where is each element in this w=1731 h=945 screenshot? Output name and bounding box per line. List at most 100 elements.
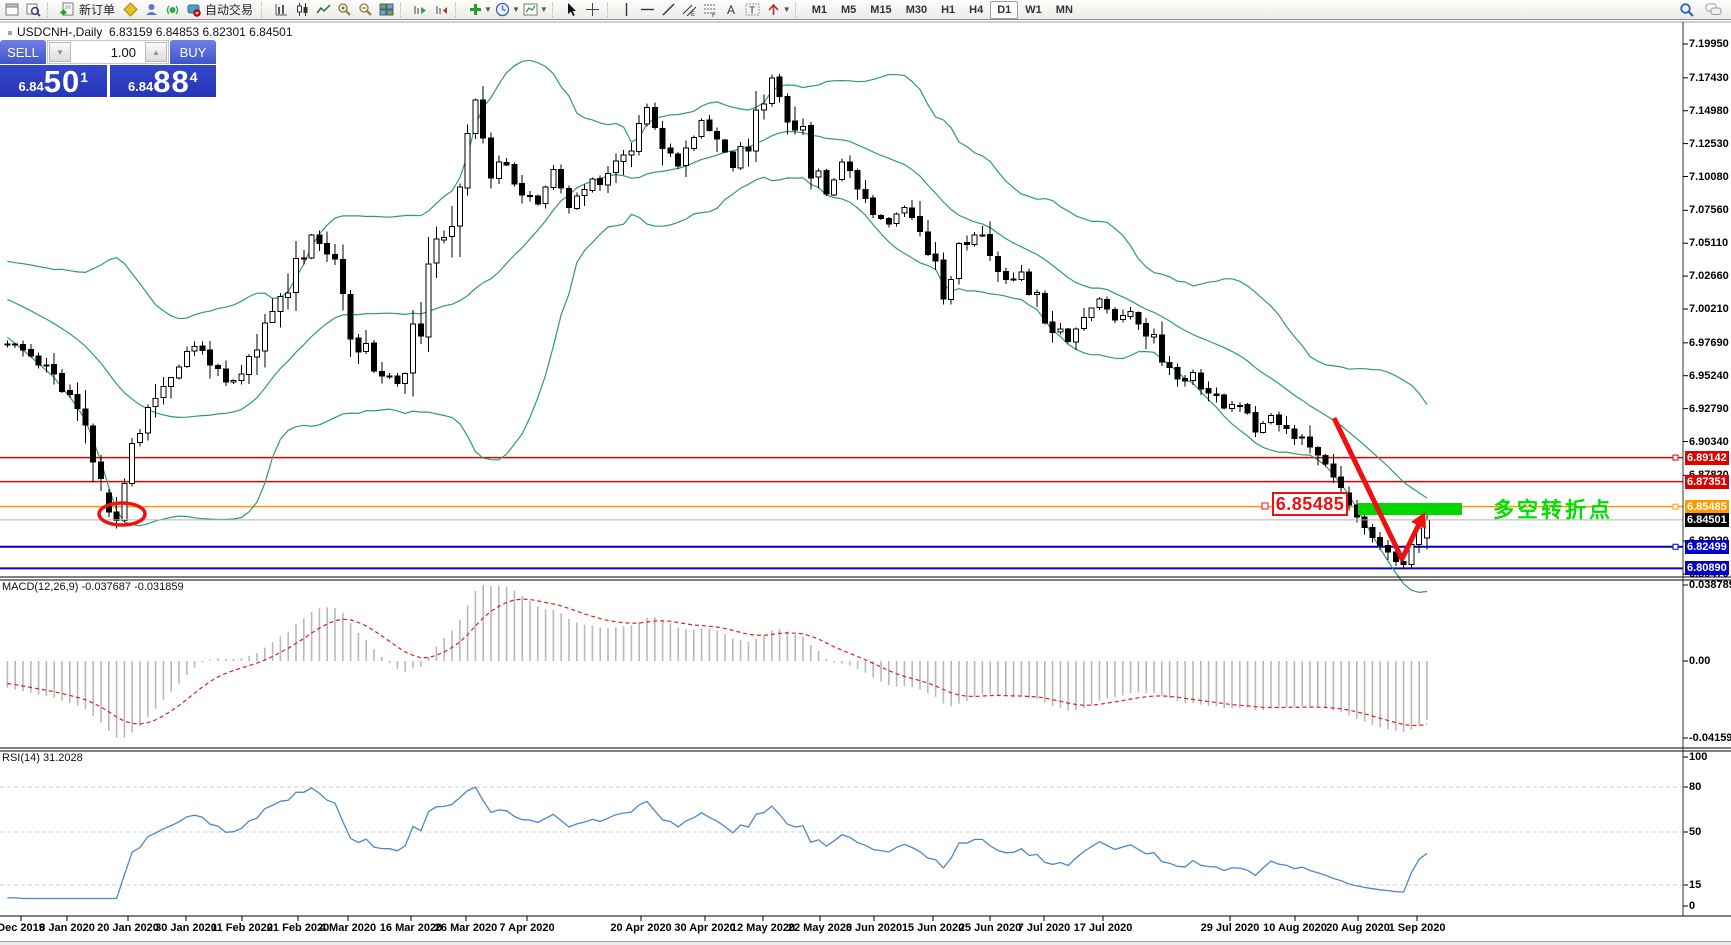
crosshair-icon[interactable] (583, 1, 603, 19)
metaeditor-icon[interactable] (120, 1, 140, 19)
timeframe-button-M30[interactable]: M30 (905, 3, 928, 16)
date-axis-label[interactable]: 30 Apr 2020 (674, 922, 736, 934)
sell-button[interactable]: SELL (0, 40, 46, 64)
horizontal-line-icon[interactable] (638, 1, 658, 19)
buy-button[interactable]: BUY (170, 40, 216, 64)
new-order-button[interactable]: 新订单 (79, 3, 116, 17)
timeframe-button-H1[interactable]: H1 (941, 3, 956, 16)
periods-dropdown-caret[interactable]: ▼ (511, 5, 520, 14)
label-anchor-handle[interactable] (1261, 502, 1269, 510)
chat-icon[interactable] (1703, 1, 1723, 19)
timeframe-button-H4[interactable]: H4 (969, 3, 984, 16)
candlestick-chart-icon[interactable] (292, 1, 312, 19)
date-axis-label[interactable]: 26 Mar 2020 (434, 922, 498, 934)
bar-chart-icon[interactable] (271, 1, 291, 19)
timeframe-button-M1[interactable]: M1 (811, 3, 827, 16)
timeframe-button-MN[interactable]: MN (1055, 3, 1073, 16)
zoom-out-icon[interactable] (355, 1, 375, 19)
rsi-line (7, 786, 1428, 900)
date-axis-label[interactable]: 15 Jun 2020 (901, 922, 965, 934)
cursor-icon[interactable] (562, 1, 582, 19)
fibonacci-icon[interactable]: F (701, 1, 721, 19)
zoom-in-icon[interactable] (334, 1, 354, 19)
support-price-label[interactable]: 6.85485 (1272, 492, 1348, 516)
volume-input[interactable]: 1.00 (110, 44, 136, 60)
indicators-dropdown-caret[interactable]: ▼ (484, 5, 492, 14)
vertical-line-icon[interactable] (617, 1, 637, 19)
rsi-axis-tick: 100 (1689, 751, 1708, 763)
volume-decrease-button[interactable]: ▼ (49, 42, 71, 62)
trendline-icon[interactable] (659, 1, 679, 19)
date-axis-label[interactable]: 1 Sep 2020 (1388, 922, 1446, 934)
templates-dropdown-caret[interactable]: ▼ (539, 5, 548, 14)
templates-icon[interactable] (521, 1, 541, 19)
autotrading-button[interactable]: 自动交易 (205, 3, 254, 17)
svg-text:A: A (727, 3, 735, 17)
support-ellipse-annotation[interactable] (97, 501, 147, 527)
timeframe-button-W1[interactable]: W1 (1025, 3, 1042, 16)
rsi-label: RSI(14) 31.2028 (2, 752, 83, 764)
market-watch-icon[interactable] (23, 1, 43, 19)
timeframe-button-D1[interactable]: D1 (990, 0, 1019, 19)
arrows-icon[interactable] (764, 1, 784, 19)
chart-shift-icon[interactable] (431, 1, 451, 19)
date-axis-label[interactable]: 10 Aug 2020 (1263, 922, 1327, 934)
trend-arrow-annotation[interactable] (1331, 416, 1422, 562)
date-axis-label[interactable]: 20 Jan 2020 (97, 922, 159, 934)
date-axis-label[interactable]: 30 Jan 2020 (155, 922, 217, 934)
line-handle[interactable] (1672, 503, 1679, 510)
date-axis-label[interactable]: Dec 2019 (0, 922, 45, 934)
arrows-dropdown-caret[interactable]: ▼ (782, 5, 791, 14)
level-price-badge: 6.89142 (1685, 450, 1729, 465)
sell-price-display[interactable]: 6.84 50 1 (0, 65, 107, 97)
timeframe-button-M15[interactable]: M15 (870, 3, 892, 16)
date-axis-label[interactable]: 25 Jun 2020 (958, 922, 1022, 934)
date-axis-label[interactable]: 12 May 2020 (730, 922, 796, 934)
price-axis-tick: 7.19950 (1689, 38, 1729, 50)
date-axis-label[interactable]: 29 Jul 2020 (1200, 922, 1260, 934)
volume-increase-button[interactable]: ▲ (145, 42, 167, 62)
equidistant-channel-icon[interactable]: E (680, 1, 700, 19)
price-axis-tick: 7.14980 (1689, 104, 1729, 117)
line-handle[interactable] (1672, 454, 1679, 461)
search-icon[interactable] (1677, 1, 1697, 19)
trend-arrow-head (1411, 512, 1426, 529)
auto-scroll-icon[interactable] (410, 1, 430, 19)
support-zone-rect[interactable] (1358, 503, 1462, 515)
line-handle[interactable] (1672, 543, 1679, 550)
line-chart-icon[interactable] (313, 1, 333, 19)
date-axis-label[interactable]: 7 Apr 2020 (499, 922, 555, 934)
date-axis-label[interactable]: 20 Apr 2020 (610, 922, 672, 934)
periods-icon[interactable] (493, 1, 513, 19)
text-icon[interactable]: A (722, 1, 742, 19)
date-axis-label[interactable]: 16 Mar 2020 (379, 922, 443, 934)
autotrading-icon[interactable] (183, 1, 203, 19)
date-axis-label[interactable]: 3 Jun 2020 (845, 922, 903, 934)
tile-windows-icon[interactable] (376, 1, 396, 19)
date-axis-label[interactable]: 7 Jul 2020 (1017, 922, 1071, 934)
text-label-icon[interactable]: T (743, 1, 763, 19)
toolbar-separator (551, 2, 558, 17)
date-axis-label[interactable]: 8 Jan 2020 (39, 922, 95, 934)
date-axis-label[interactable]: 11 Feb 2020 (211, 922, 273, 934)
date-axis-label[interactable]: 17 Jul 2020 (1073, 922, 1133, 934)
price-axis-tick: 7.05110 (1689, 237, 1729, 250)
new-chart-icon[interactable] (2, 1, 22, 19)
indicators-icon[interactable] (465, 1, 485, 19)
timeframe-button-M5[interactable]: M5 (841, 3, 857, 16)
date-axis-label[interactable]: 4 Mar 2020 (319, 922, 377, 934)
date-axis-label[interactable]: 22 May 2020 (787, 922, 853, 934)
buy-price-display[interactable]: 6.84 88 4 (109, 65, 216, 97)
toolbar-separator (455, 2, 461, 17)
signals-icon[interactable] (162, 1, 182, 19)
toolbar-separator (261, 2, 267, 17)
current-price-badge: 6.84501 (1685, 512, 1729, 527)
new-order-icon[interactable] (57, 1, 77, 19)
turning-point-note[interactable]: 多空转折点 (1493, 499, 1613, 522)
date-axis-label[interactable]: 21 Feb 2020 (266, 922, 330, 934)
date-axis-label[interactable]: 20 Aug 2020 (1326, 922, 1390, 934)
expert-advisors-icon[interactable] (141, 1, 161, 19)
level-price-badge: 6.82499 (1685, 539, 1729, 554)
price-axis-tick: 6.90340 (1689, 435, 1729, 448)
